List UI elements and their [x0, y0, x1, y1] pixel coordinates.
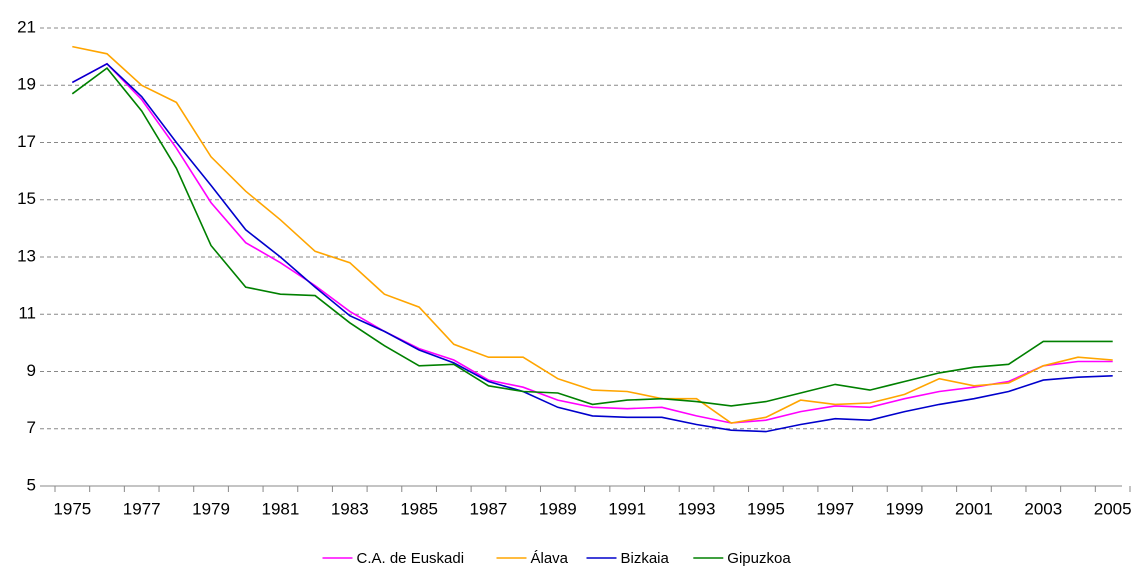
- x-tick-label: 1975: [53, 499, 91, 518]
- x-tick-label: 1985: [400, 499, 438, 518]
- y-tick-label: 19: [17, 75, 36, 94]
- x-tick-label: 1991: [608, 499, 646, 518]
- x-tick-label: 1979: [192, 499, 230, 518]
- x-tick-label: 1989: [539, 499, 577, 518]
- x-tick-label: 1993: [678, 499, 716, 518]
- series-line: [71, 67, 1113, 407]
- x-tick-label: 2003: [1024, 499, 1062, 518]
- x-tick-label: 2005: [1094, 499, 1131, 518]
- x-tick-label: 2001: [955, 499, 993, 518]
- legend-label: C.A. de Euskadi: [357, 550, 465, 567]
- x-tick-label: 1995: [747, 499, 785, 518]
- legend-label: Álava: [531, 550, 569, 567]
- x-tick-label: 1997: [816, 499, 854, 518]
- x-tick-label: 1981: [261, 499, 299, 518]
- x-tick-label: 1977: [123, 499, 161, 518]
- y-tick-label: 9: [27, 361, 36, 380]
- series-line: [71, 62, 1113, 433]
- y-tick-label: 13: [17, 246, 36, 265]
- y-tick-label: 17: [17, 132, 36, 151]
- series-line: [72, 45, 1113, 424]
- x-tick-label: 1987: [470, 499, 508, 518]
- series-line: [71, 62, 1113, 424]
- legend-label: Gipuzkoa: [727, 550, 791, 567]
- y-tick-label: 11: [18, 304, 36, 323]
- y-tick-label: 7: [27, 418, 36, 437]
- y-tick-label: 5: [27, 475, 36, 494]
- y-tick-label: 15: [17, 189, 36, 208]
- x-tick-label: 1983: [331, 499, 369, 518]
- x-tick-label: 1999: [886, 499, 924, 518]
- y-tick-label: 21: [17, 17, 36, 36]
- legend-label: Bizkaia: [621, 550, 670, 567]
